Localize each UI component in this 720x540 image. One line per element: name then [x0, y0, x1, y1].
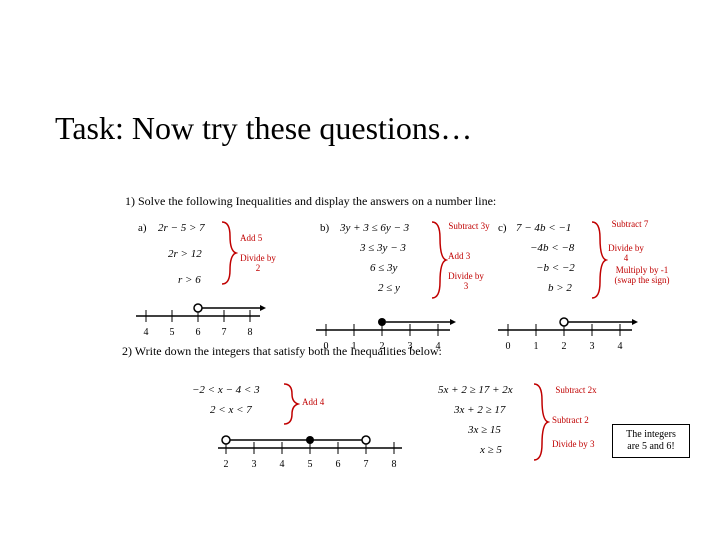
svg-text:5: 5 [308, 459, 313, 470]
brace-b [428, 218, 448, 302]
eq-b3: 6 ≤ 3y [370, 262, 397, 274]
eq-b2: 3 ≤ 3y − 3 [360, 242, 406, 254]
step-c2: Divide by 4 [608, 244, 644, 264]
step-b2: Add 3 [448, 252, 470, 262]
eq-a1: 2r − 5 > 7 [158, 222, 205, 234]
step-c3: Multiply by -1 (swap the sign) [608, 266, 676, 286]
answer-box: The integers are 5 and 6! [612, 424, 690, 458]
brace-q2l [280, 380, 300, 428]
numberline-q2: 2 3 4 5 6 7 8 [210, 434, 410, 474]
eq-q2r1: 5x + 2 ≥ 17 + 2x [438, 384, 513, 396]
question-1-header: 1) Solve the following Inequalities and … [125, 194, 496, 209]
part-c-label: c) [498, 222, 507, 234]
svg-text:3: 3 [252, 459, 257, 470]
svg-text:4: 4 [144, 327, 149, 338]
svg-text:7: 7 [364, 459, 369, 470]
svg-text:2: 2 [224, 459, 229, 470]
step-b3: Divide by 3 [448, 272, 484, 292]
eq-q2r4: x ≥ 5 [480, 444, 502, 456]
step-q2r1: Subtract 2x [552, 386, 600, 396]
step-c1: Subtract 7 [608, 220, 652, 230]
part-a-label: a) [138, 222, 147, 234]
eq-q2l2: 2 < x < 7 [210, 404, 252, 416]
step-a1: Add 5 [240, 234, 262, 244]
brace-c [588, 218, 608, 302]
svg-text:6: 6 [196, 327, 201, 338]
page-title: Task: Now try these questions… [55, 110, 472, 147]
svg-text:8: 8 [248, 327, 253, 338]
step-b1: Subtract 3y [448, 222, 490, 232]
question-2-header: 2) Write down the integers that satisfy … [122, 344, 662, 359]
part-b-label: b) [320, 222, 329, 234]
eq-c4: b > 2 [548, 282, 572, 294]
step-q2r3: Divide by 3 [552, 440, 595, 450]
brace-q2r [530, 380, 550, 464]
eq-q2l1: −2 < x − 4 < 3 [192, 384, 260, 396]
eq-c1: 7 − 4b < −1 [516, 222, 571, 234]
brace-a [218, 218, 238, 288]
eq-b1: 3y + 3 ≤ 6y − 3 [340, 222, 409, 234]
eq-q2r2: 3x + 2 ≥ 17 [454, 404, 505, 416]
svg-text:8: 8 [392, 459, 397, 470]
eq-c3: −b < −2 [536, 262, 575, 274]
eq-q2r3: 3x ≥ 15 [468, 424, 501, 436]
eq-a2: 2r > 12 [168, 248, 202, 260]
svg-text:6: 6 [336, 459, 341, 470]
step-a2: Divide by 2 [240, 254, 276, 274]
step-q2l1: Add 4 [302, 398, 324, 408]
svg-text:4: 4 [280, 459, 285, 470]
step-q2r2: Subtract 2 [552, 416, 589, 426]
numberline-a: 4 5 6 7 8 [128, 302, 268, 342]
eq-b4: 2 ≤ y [378, 282, 400, 294]
svg-text:5: 5 [170, 327, 175, 338]
eq-c2: −4b < −8 [530, 242, 574, 254]
svg-text:7: 7 [222, 327, 227, 338]
eq-a3: r > 6 [178, 274, 201, 286]
